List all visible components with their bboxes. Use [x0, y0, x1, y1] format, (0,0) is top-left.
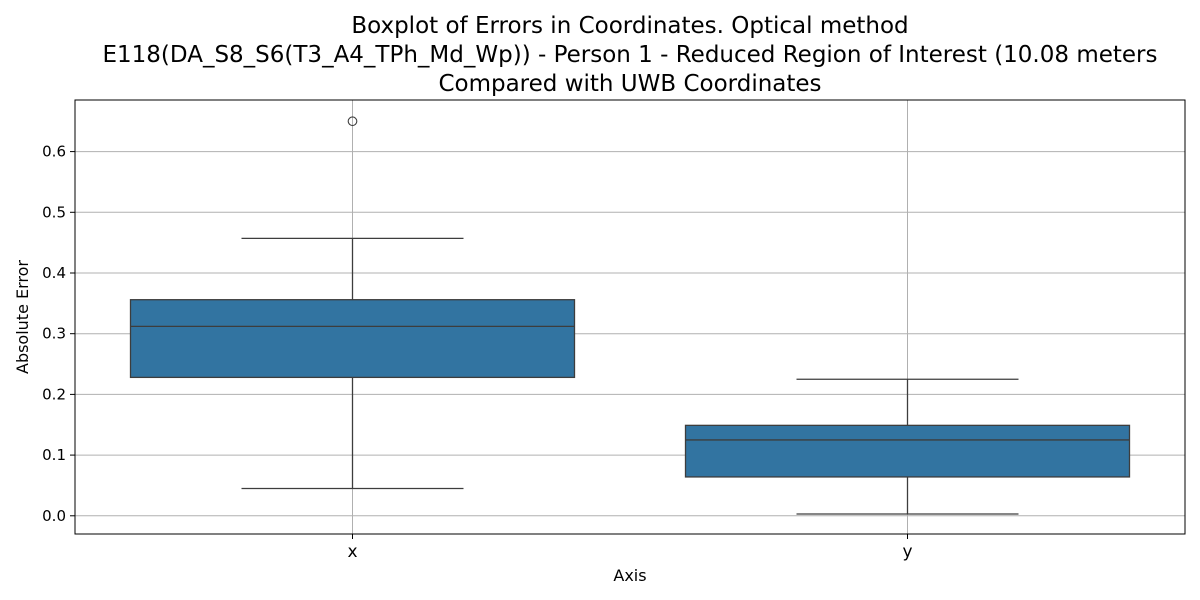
tick-layer: 0.0 0.1 0.2 0.3 0.4 0.5 0.6 x y — [42, 143, 912, 562]
chart-title-line-3: Compared with UWB Coordinates — [438, 71, 821, 97]
iqr-box — [684, 424, 1131, 478]
y-tick-label: 0.6 — [42, 143, 66, 161]
x-axis-label: Axis — [613, 566, 646, 585]
y-tick-label: 0.3 — [42, 325, 66, 343]
chart-title-line-1: Boxplot of Errors in Coordinates. Optica… — [351, 13, 908, 39]
y-axis-label: Absolute Error — [13, 260, 32, 374]
x-tick-label: y — [902, 542, 912, 562]
y-tick-label: 0.5 — [42, 203, 66, 221]
outlier-point — [347, 116, 358, 127]
chart-title-line-2: E118(DA_S8_S6(T3_A4_TPh_Md_Wp)) - Person… — [103, 42, 1158, 68]
box-x — [129, 116, 576, 490]
x-tick-label: x — [347, 542, 357, 562]
iqr-box — [129, 299, 576, 379]
y-tick-label: 0.2 — [42, 385, 66, 403]
box-layer — [129, 116, 1131, 515]
y-tick-label: 0.4 — [42, 264, 66, 282]
y-tick-label: 0.0 — [42, 507, 66, 525]
chart-title: Boxplot of Errors in Coordinates. Optica… — [103, 13, 1158, 97]
y-tick-label: 0.1 — [42, 446, 66, 464]
plot-frame — [74, 99, 1186, 535]
box-y — [684, 378, 1131, 515]
